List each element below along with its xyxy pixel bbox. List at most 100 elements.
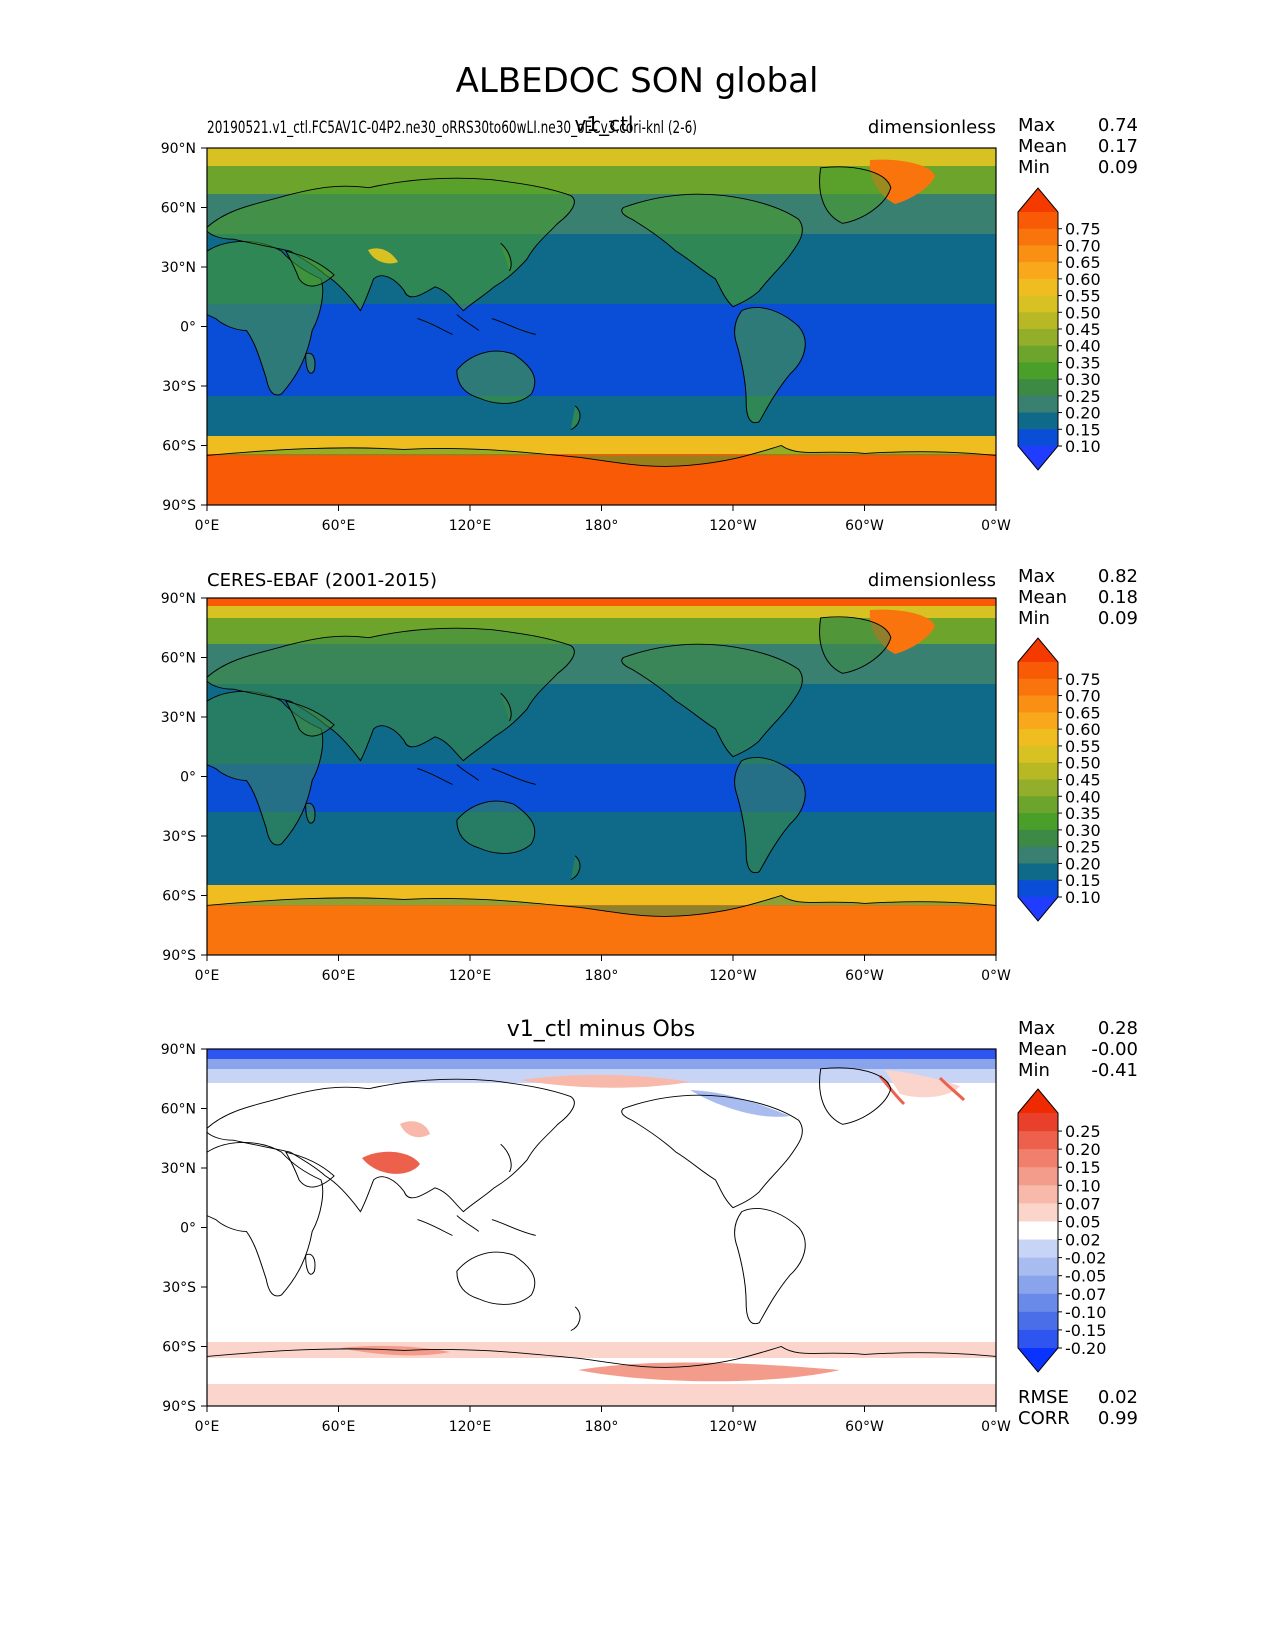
x-tick-label: 120°W <box>709 518 757 534</box>
colorbar-tick-label: 0.20 <box>1065 1140 1101 1159</box>
colorbar-swatch <box>1018 745 1058 764</box>
x-tick-label: 180° <box>585 968 619 984</box>
y-tick-label: 90°S <box>162 1399 196 1415</box>
colorbar-swatch <box>1018 729 1058 747</box>
colorbar-swatch <box>1018 1311 1058 1331</box>
stat-label: Min <box>1018 608 1050 629</box>
x-tick-label: 60°E <box>322 1419 356 1435</box>
colorbar-swatch <box>1018 1113 1058 1132</box>
x-axis-obs: 0°E 60°E 120°E 180° 120°W 60°W 0°W <box>195 955 1011 984</box>
x-tick-label: 180° <box>585 518 619 534</box>
map-model <box>205 147 998 506</box>
colorbar-tick-label: 0.15 <box>1065 871 1101 890</box>
x-tick-label: 180° <box>585 1419 619 1435</box>
colorbar-swatch <box>1018 362 1058 380</box>
y-tick-label: 30°S <box>162 379 196 395</box>
colorbar-tick-label: 0.40 <box>1065 787 1101 806</box>
x-tick-label: 60°E <box>322 518 356 534</box>
colorbar-swatch <box>1018 678 1058 697</box>
colorbar-extend-top <box>1018 1089 1058 1113</box>
colorbar-tick-label: -0.20 <box>1065 1339 1106 1358</box>
colorbar-swatch <box>1018 1239 1058 1259</box>
y-tick-label: 60°S <box>162 889 196 905</box>
colorbar-tick-label: 0.35 <box>1065 804 1101 823</box>
stat-label: Mean <box>1018 587 1067 608</box>
stat-value: -0.00 <box>1091 1039 1138 1060</box>
y-axis-obs: 90°N 60°N 30°N 0° 30°S 60°S 90°S <box>161 591 207 964</box>
colorbar-swatch <box>1018 1203 1058 1223</box>
panel-diff: v1_ctl minus Obs <box>161 1017 1138 1435</box>
colorbar-swatch <box>1018 846 1058 865</box>
x-tick-label: 120°E <box>449 518 492 534</box>
colorbar-swatch <box>1018 695 1058 713</box>
colorbar-tick-label: 0.25 <box>1065 838 1101 857</box>
colorbar-tick-label: 0.65 <box>1065 253 1101 272</box>
stats-model: Max Mean Min 0.74 0.17 0.09 <box>1018 115 1138 178</box>
colorbar-diff: 0.250.200.150.100.070.050.02-0.02-0.05-0… <box>1017 1088 1106 1373</box>
colorbar-tick-label: 0.25 <box>1065 1122 1101 1141</box>
colorbar-tick-label: -0.07 <box>1065 1285 1106 1304</box>
colorbar-swatch <box>1018 245 1058 263</box>
map-diff <box>205 1048 998 1407</box>
colorbar-tick-label: -0.15 <box>1065 1321 1106 1340</box>
colorbar-swatch <box>1018 429 1058 447</box>
colorbar-tick-label: -0.02 <box>1065 1249 1106 1268</box>
stat-value: 0.82 <box>1098 566 1138 587</box>
colorbar-tick-label: -0.05 <box>1065 1267 1106 1286</box>
x-axis-model: 0°E 60°E 120°E 180° 120°W 60°W 0°W <box>195 505 1011 534</box>
y-tick-label: 90°S <box>162 948 196 964</box>
x-tick-label: 0°E <box>195 1419 220 1435</box>
y-tick-label: 30°S <box>162 1280 196 1296</box>
rmse-label: RMSE <box>1018 1387 1069 1408</box>
colorbar-swatch <box>1018 662 1058 680</box>
x-tick-label: 0°E <box>195 968 220 984</box>
colorbar-tick-label: 0.30 <box>1065 370 1101 389</box>
y-tick-label: 0° <box>180 320 196 336</box>
colorbar-swatch <box>1018 228 1058 247</box>
colorbar-extend-bottom <box>1018 897 1058 921</box>
colorbar-swatch <box>1018 395 1058 414</box>
colorbar-tick-label: 0.15 <box>1065 1158 1101 1177</box>
colorbar-swatch <box>1018 779 1058 797</box>
y-tick-label: 90°N <box>161 1042 196 1058</box>
panel-obs-left-title: CERES-EBAF (2001-2015) <box>207 570 437 591</box>
colorbar-tick-label: 0.07 <box>1065 1194 1101 1213</box>
colorbar-tick-label: 0.45 <box>1065 320 1101 339</box>
colorbar-tick-label: 0.60 <box>1065 720 1101 739</box>
stat-label: Max <box>1018 115 1056 136</box>
y-tick-label: 90°S <box>162 498 196 514</box>
colorbar-tick-label: 0.65 <box>1065 703 1101 722</box>
colorbar-extend-top <box>1018 638 1058 662</box>
stat-value: -0.41 <box>1091 1060 1138 1081</box>
stat-value: 0.17 <box>1098 136 1138 157</box>
stats-obs: Max Mean Min 0.82 0.18 0.09 <box>1018 566 1138 629</box>
x-tick-label: 60°W <box>845 1419 884 1435</box>
colorbar-swatch <box>1018 813 1058 831</box>
stat-label: Mean <box>1018 1039 1067 1060</box>
x-tick-label: 0°W <box>981 1419 1011 1435</box>
colorbar-swatch <box>1018 1149 1058 1168</box>
y-axis-diff: 90°N 60°N 30°N 0° 30°S 60°S 90°S <box>161 1042 207 1415</box>
y-tick-label: 60°N <box>161 651 196 667</box>
stat-label: Min <box>1018 1060 1050 1081</box>
panel-model-title: v1_ctl <box>575 112 634 136</box>
colorbar-swatch <box>1018 345 1058 364</box>
panel-diff-title: v1_ctl minus Obs <box>507 1017 695 1042</box>
rmse-value: 0.02 <box>1098 1387 1138 1408</box>
colorbar-swatch <box>1018 1275 1058 1295</box>
y-tick-label: 0° <box>180 770 196 786</box>
x-axis-diff: 0°E 60°E 120°E 180° 120°W 60°W 0°W <box>195 1406 1011 1435</box>
stat-label: Min <box>1018 157 1050 178</box>
colorbar-tick-label: 0.70 <box>1065 687 1101 706</box>
y-tick-label: 30°N <box>161 710 196 726</box>
stat-value: 0.09 <box>1098 157 1138 178</box>
colorbar-swatch <box>1018 1329 1058 1349</box>
x-tick-label: 120°E <box>449 968 492 984</box>
stat-label: Mean <box>1018 136 1067 157</box>
colorbar-obs: 0.750.700.650.600.550.500.450.400.350.30… <box>1017 637 1101 922</box>
colorbar-tick-label: 0.35 <box>1065 353 1101 372</box>
stat-value: 0.74 <box>1098 115 1138 136</box>
x-tick-label: 120°W <box>709 968 757 984</box>
colorbar-swatch <box>1018 796 1058 814</box>
